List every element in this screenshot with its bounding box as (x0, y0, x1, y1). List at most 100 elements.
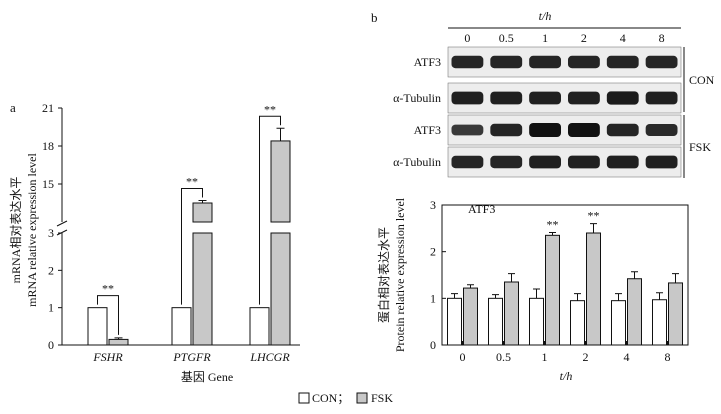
blot-time-label: 2 (581, 31, 587, 45)
chart-a-ytick-label: 3 (48, 226, 54, 240)
western-blot: t/h 0 0.5 1 2 4 8 ATF3 α-Tubulin ATF3 α-Tubulin CO… (393, 9, 715, 178)
chart-a-bar-fsk-lower (192, 232, 213, 346)
blot-band (529, 123, 562, 137)
blot-band (606, 155, 639, 169)
chart-b-errorbar (508, 273, 515, 282)
blot-row-label: ATF3 (414, 55, 441, 69)
blot-band (529, 55, 562, 69)
chart-a-ytick-label: 21 (42, 101, 54, 115)
chart-b-ytick-label: 2 (430, 245, 436, 259)
chart-b-bar-con (652, 299, 667, 346)
chart-b-xtick-label: 0 (460, 350, 466, 364)
chart-b-xlabel: t/h (560, 369, 573, 383)
blot-row-label: α-Tubulin (393, 91, 441, 105)
chart-a-ytick-label: 0 (48, 338, 54, 352)
chart-b-xtick-label: 1 (542, 350, 548, 364)
chart-a-bar-con (87, 307, 108, 346)
chart-a-sig-bracket (259, 115, 281, 305)
chart-b-errorbar (656, 292, 663, 300)
blot-band (606, 55, 639, 69)
blot-time-label: 8 (659, 31, 665, 45)
blot-band (490, 55, 523, 69)
legend-label-fsk: FSK (371, 391, 393, 405)
chart-b-errorbar (590, 223, 597, 233)
panel-b-label: b (371, 10, 378, 25)
chart-b-xtick-label: 0.5 (496, 350, 511, 364)
blot-band (451, 155, 484, 169)
blot-band (606, 123, 639, 137)
blot-band (606, 91, 639, 105)
chart-a-ytick-label: 15 (42, 177, 54, 191)
chart-a: mRNA相对表达水平 mRNA relative expression leve… (9, 101, 300, 384)
chart-a-bar-fsk (108, 338, 129, 346)
blot-band (529, 155, 562, 169)
blot-band (567, 123, 600, 137)
blot-band (490, 123, 523, 137)
blot-row-bg (447, 146, 682, 178)
blot-band (567, 55, 600, 69)
blot-band (645, 91, 678, 105)
chart-a-xtick-label: LHCGR (249, 350, 290, 364)
chart-b-title: ATF3 (468, 202, 495, 216)
chart-a-errorbar (198, 199, 207, 203)
blot-band (451, 55, 484, 69)
chart-a-xlabel: 基因 Gene (181, 370, 233, 384)
chart-a-xtick-label: FSHR (92, 350, 123, 364)
chart-a-sig-bracket (97, 295, 119, 335)
chart-b-ylabel-cn: 蛋白相对表达水平 (376, 227, 391, 323)
chart-a-ylabel-en: mRNA relative expression level (25, 153, 39, 307)
legend-swatch-con (298, 392, 310, 404)
chart-b: 蛋白相对表达水平 Protein relative expression lev… (376, 197, 689, 383)
blot-time-label: 4 (620, 31, 626, 45)
chart-b-errorbar (574, 293, 581, 301)
blot-band (645, 155, 678, 169)
blot-band (451, 91, 484, 105)
blot-row-bg (447, 114, 682, 146)
chart-b-bar-con (488, 297, 503, 346)
chart-a-sig-label: ** (264, 102, 276, 116)
chart-b-bar-con (529, 297, 544, 346)
chart-b-xtick-label: 8 (665, 350, 671, 364)
chart-a-sig-bracket (181, 187, 203, 305)
legend: CON； FSK (298, 391, 393, 405)
chart-b-errorbar (631, 271, 638, 279)
blot-band (645, 124, 678, 136)
blot-row-bg (447, 82, 682, 114)
chart-b-bar-fsk (545, 234, 560, 346)
blot-band (529, 91, 562, 105)
chart-b-errorbar (467, 284, 474, 289)
chart-a-xtick-label: PTGFR (172, 350, 211, 364)
chart-b-bar-con (570, 300, 585, 346)
chart-b-bar-con (447, 297, 462, 346)
chart-a-ytick-label: 1 (48, 301, 54, 315)
chart-a-errorbar (276, 127, 285, 141)
chart-b-errorbar (492, 294, 499, 299)
blot-group-label: FSK (689, 140, 711, 154)
chart-a-bar-fsk-lower (270, 232, 291, 346)
blot-band (645, 55, 678, 69)
chart-b-errorbar (549, 232, 556, 236)
chart-b-bar-fsk (586, 232, 601, 346)
blot-row-bg (447, 46, 682, 78)
chart-a-sig-label: ** (102, 282, 114, 296)
chart-a-errorbar (114, 337, 123, 340)
blot-band (490, 155, 523, 169)
chart-b-xtick-label: 2 (583, 350, 589, 364)
chart-b-sig-label: ** (588, 209, 600, 223)
chart-b-frame (441, 204, 689, 346)
chart-a-bar-fsk (192, 202, 213, 223)
chart-b-errorbar (615, 293, 622, 301)
chart-b-ylabel-en: Protein relative expression level (393, 197, 407, 352)
chart-a-bar-con (249, 307, 270, 346)
chart-a-ytick-label: 18 (42, 139, 54, 153)
blot-group-label: CON (689, 73, 715, 87)
blot-band (567, 91, 600, 105)
chart-b-ytick-label: 0 (430, 338, 436, 352)
chart-b-ytick-label: 3 (430, 198, 436, 212)
chart-a-bar-con (171, 307, 192, 346)
blot-time-axis-label: t/h (539, 9, 552, 23)
chart-a-ylabel-cn: mRNA相对表达水平 (9, 177, 23, 284)
chart-b-bar-fsk (504, 281, 519, 346)
blot-band (567, 155, 600, 169)
